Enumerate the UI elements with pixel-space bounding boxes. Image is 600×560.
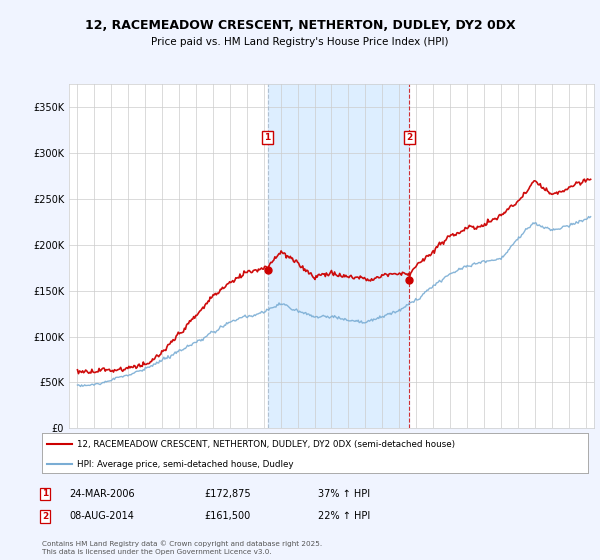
Text: 1: 1 bbox=[265, 133, 271, 142]
Text: 1: 1 bbox=[42, 489, 48, 498]
Text: HPI: Average price, semi-detached house, Dudley: HPI: Average price, semi-detached house,… bbox=[77, 460, 294, 469]
Text: £172,875: £172,875 bbox=[204, 489, 251, 499]
Text: Price paid vs. HM Land Registry's House Price Index (HPI): Price paid vs. HM Land Registry's House … bbox=[151, 37, 449, 47]
Text: 2: 2 bbox=[406, 133, 413, 142]
Text: 37% ↑ HPI: 37% ↑ HPI bbox=[318, 489, 370, 499]
Text: 2: 2 bbox=[42, 512, 48, 521]
Text: 22% ↑ HPI: 22% ↑ HPI bbox=[318, 511, 370, 521]
Bar bbox=[268, 84, 409, 428]
Text: 12, RACEMEADOW CRESCENT, NETHERTON, DUDLEY, DY2 0DX (semi-detached house): 12, RACEMEADOW CRESCENT, NETHERTON, DUDL… bbox=[77, 440, 455, 449]
Text: 12, RACEMEADOW CRESCENT, NETHERTON, DUDLEY, DY2 0DX: 12, RACEMEADOW CRESCENT, NETHERTON, DUDL… bbox=[85, 18, 515, 32]
Text: 24-MAR-2006: 24-MAR-2006 bbox=[69, 489, 134, 499]
Text: £161,500: £161,500 bbox=[204, 511, 250, 521]
Text: 08-AUG-2014: 08-AUG-2014 bbox=[69, 511, 134, 521]
Text: Contains HM Land Registry data © Crown copyright and database right 2025.
This d: Contains HM Land Registry data © Crown c… bbox=[42, 540, 322, 555]
